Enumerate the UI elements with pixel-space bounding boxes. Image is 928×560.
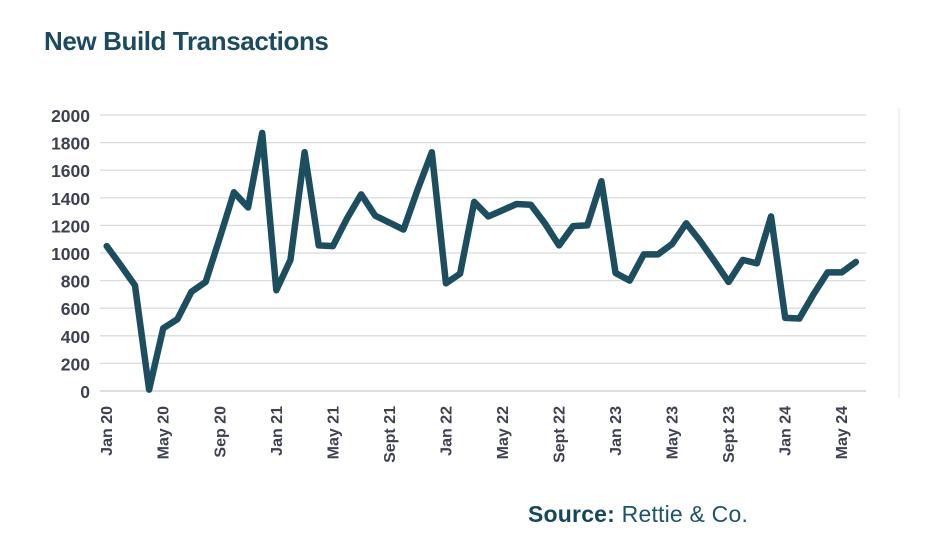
x-axis-tick-label: Sept 23 bbox=[721, 406, 738, 463]
x-axis-tick-label: May 22 bbox=[495, 406, 512, 459]
x-axis-tick-label: Jan 23 bbox=[608, 406, 625, 456]
y-axis-tick-label: 2000 bbox=[51, 106, 90, 126]
source-caption: Source: Rettie & Co. bbox=[528, 501, 748, 528]
series-line bbox=[103, 129, 860, 393]
x-axis-tick-label: May 21 bbox=[325, 406, 342, 459]
y-axis-tick-label: 400 bbox=[61, 327, 90, 347]
y-axis-tick-label: 1400 bbox=[51, 189, 90, 209]
x-axis-tick-label: May 20 bbox=[156, 406, 173, 459]
y-axis-tick-label: 200 bbox=[61, 354, 90, 374]
source-value: Rettie & Co. bbox=[621, 501, 749, 527]
x-axis-tick-label: Jan 20 bbox=[99, 406, 116, 456]
chart-title: New Build Transactions bbox=[44, 26, 329, 56]
y-axis-tick-label: 1800 bbox=[51, 134, 90, 154]
x-axis-tick-label: Jan 21 bbox=[269, 406, 286, 456]
source-label: Source: bbox=[528, 501, 616, 527]
x-axis-tick-label: May 24 bbox=[834, 406, 851, 459]
x-axis-tick-label: Jan 22 bbox=[438, 406, 455, 456]
x-axis-tick-label: Sept 21 bbox=[382, 406, 399, 463]
y-axis-tick-label: 1600 bbox=[51, 161, 90, 181]
x-axis-tick-label: May 23 bbox=[665, 406, 682, 459]
y-axis-tick-label: 1200 bbox=[51, 216, 90, 236]
y-axis-tick-label: 800 bbox=[61, 272, 90, 292]
x-axis-tick-label: Sept 22 bbox=[552, 406, 569, 463]
y-axis-tick-label: 600 bbox=[61, 299, 90, 319]
y-axis-tick-label: 1000 bbox=[51, 244, 90, 264]
x-axis-tick-label: Sep 20 bbox=[212, 406, 229, 458]
x-axis-tick-label: Jan 24 bbox=[778, 406, 795, 456]
y-axis-tick-label: 0 bbox=[80, 382, 90, 402]
